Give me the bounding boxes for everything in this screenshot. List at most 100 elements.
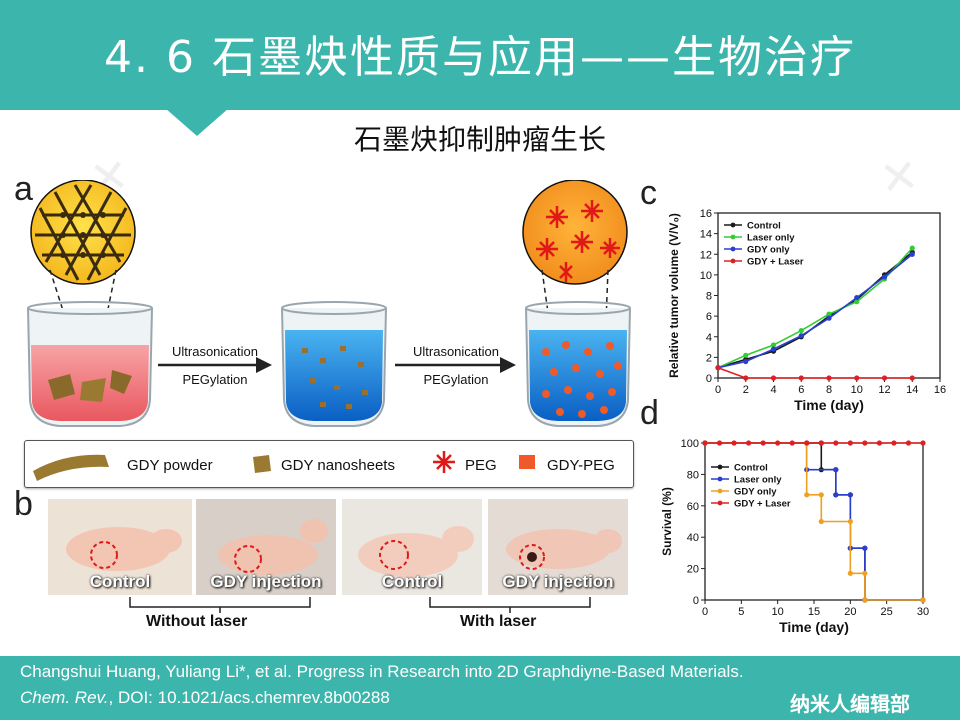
x-tick-label: 16 [934,384,946,396]
x-tick-label: 10 [772,606,784,618]
x-tick-label: 8 [826,384,832,396]
data-point [770,342,777,348]
data-point [854,299,860,305]
data-point [818,440,824,446]
data-point [716,440,723,446]
mouse-photo: GDY injection [488,499,628,595]
arrow-step-2: Ultrasonication PEGylation [395,344,516,387]
panel-letter-d: d [640,394,659,432]
data-point [847,518,853,525]
y-tick-label: 0 [706,373,712,385]
x-tick-label: 15 [808,606,820,618]
group-brackets [129,597,591,613]
data-point [909,251,915,257]
logo-text: 纳米人编辑部 [790,692,910,716]
data-point [862,570,868,576]
data-point [818,518,824,525]
data-point [847,570,853,576]
series-line [717,251,913,369]
y-tick-label: 100 [681,438,699,450]
data-point [731,440,737,446]
photo-label: Control [381,572,443,591]
series-line [717,247,913,369]
legend-marker [717,476,723,482]
data-point [702,440,708,446]
citation-doi-line: Chem. Rev., DOI: 10.1021/acs.chemrev.8b0… [20,688,390,708]
data-point [818,492,824,498]
legend-gdy-nanosheets: GDY nanosheets [281,457,395,474]
mouse-photo: Control [342,499,482,595]
legend-label: GDY only [747,245,790,256]
schematic-legend: GDY powder GDY nanosheets PEG GDY-PEG [24,440,634,488]
data-point [743,352,749,358]
beaker-gdy-peg [525,301,631,427]
data-point [826,375,832,381]
y-tick-label: 2 [706,352,712,364]
legend-marker [717,464,723,470]
slide-title: 4. 6 石墨炔性质与应用——生物治疗 [104,32,856,83]
y-axis-label: Relative tumor volume (V/V₀) [667,213,681,378]
legend-marker [730,222,736,228]
x-tick-label: 20 [844,606,856,618]
slide-subtitle: 石墨炔抑制肿瘤生长 [353,123,606,156]
mouse-photo: Control [48,499,192,595]
step2-top-label: Ultrasonication [413,344,499,359]
y-tick-label: 14 [700,229,712,241]
y-tick-label: 8 [706,291,712,303]
legend-label: GDY only [734,487,777,498]
y-tick-label: 10 [700,270,712,282]
legend-label: GDY + Laser [747,257,804,268]
data-point [833,492,839,498]
data-point [920,440,926,446]
legend-label: Control [747,221,781,232]
data-point [920,597,926,603]
gdy-peg-icon [519,455,535,469]
y-tick-label: 80 [687,469,699,481]
data-point [746,440,752,446]
data-point [770,375,777,381]
legend-label: Laser only [734,475,782,486]
photo-label: GDY injection [210,572,322,591]
mouse-photo: GDY injection [196,499,336,595]
journal-name: Chem. Rev. [20,688,109,707]
series-line [705,442,923,601]
group-label-with-laser: With laser [460,613,537,630]
data-point [775,440,781,446]
y-tick-label: 20 [687,564,699,576]
data-point [847,492,853,498]
data-point [798,333,804,339]
data-point [760,440,766,446]
arrow-step-1: Ultrasonication PEGylation [158,344,272,387]
y-tick-label: 6 [706,311,712,323]
step2-bottom-label: PEGylation [423,372,488,387]
peg-icon [433,451,455,473]
y-tick-label: 12 [700,249,712,261]
panel-letter-a: a [14,170,33,208]
legend-gdy-peg: GDY-PEG [547,457,615,474]
gdy-powder-icon [33,454,109,481]
photo-label: GDY injection [502,572,614,591]
panel-letter-c: c [640,174,657,212]
step1-bottom-label: PEGylation [182,372,247,387]
data-point [789,440,795,446]
legend-marker [717,500,723,506]
beaker-gdy-powder [27,301,153,427]
x-tick-label: 12 [878,384,890,396]
data-point [905,440,912,446]
title-bar-notch [165,108,229,136]
data-point [804,492,810,498]
legend-label: Laser only [747,233,795,244]
data-point [826,315,832,321]
data-point [826,311,832,317]
mouse-figure [66,527,182,571]
photo-label: Control [89,572,151,591]
data-point [909,375,915,381]
data-point [743,375,749,381]
x-axis-label: Time (day) [794,397,864,413]
gdy-nanosheet-icon [253,455,271,473]
legend-peg: PEG [465,457,497,474]
legend-label: GDY + Laser [734,499,791,510]
data-point [862,597,868,603]
y-tick-label: 4 [706,332,712,344]
tumor-volume-chart: 0 2 4 6 8 10 12 14 16 0 2 4 6 8 10 12 14 16 Time (day) Rela… [667,208,946,413]
